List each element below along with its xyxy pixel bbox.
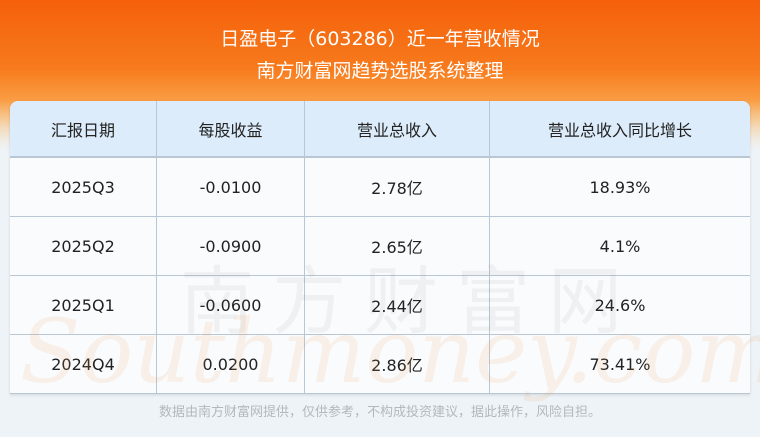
page-subtitle: 南方财富网趋势选股系统整理 [256, 60, 504, 82]
column-header: 营业总收入同比增长 [547, 120, 692, 140]
table-cell: 2025Q3 [10, 158, 157, 216]
table-cell: 18.93% [589, 177, 651, 197]
table-cell: 0.0200 [157, 335, 305, 393]
column-header: 每股收益 [157, 101, 305, 156]
table-cell: 4.1% [599, 236, 641, 256]
disclaimer: 数据由南方财富网提供，仅供参考，不构成投资建议，据此操作，风险自担。 [158, 405, 601, 420]
table-cell: 2.44亿 [305, 276, 490, 334]
table-row: 2025Q2 -0.0900 2.65亿 4.1% [10, 217, 750, 276]
table-cell: 2025Q2 [10, 217, 157, 275]
table-cell: -0.0100 [157, 158, 305, 216]
table-cell: 2.78亿 [305, 158, 490, 216]
table-cell: 2.86亿 [305, 335, 490, 393]
table-cell: 2025Q1 [10, 276, 157, 334]
table-row: 2024Q4 0.0200 2.86亿 73.41% [10, 335, 750, 394]
table-cell: 24.6% [594, 295, 646, 315]
column-header: 汇报日期 [10, 101, 157, 156]
table-cell: -0.0600 [157, 276, 305, 334]
table-header-row: 汇报日期 每股收益 营业总收入 营业总收入同比增长 [10, 101, 750, 158]
table-cell: 2024Q4 [10, 335, 157, 393]
table-cell: -0.0900 [157, 217, 305, 275]
table-row: 2025Q1 -0.0600 2.44亿 24.6% [10, 276, 750, 335]
table-row: 2025Q3 -0.0100 2.78亿 18.93% [10, 158, 750, 217]
page-title: 日盈电子（603286）近一年营收情况 [220, 28, 540, 50]
table-cell: 2.65亿 [305, 217, 490, 275]
column-header: 营业总收入 [305, 101, 490, 156]
revenue-table: 汇报日期 每股收益 营业总收入 营业总收入同比增长 2025Q3 -0.0100 2… [10, 101, 750, 394]
table-cell: 73.41% [589, 354, 651, 374]
